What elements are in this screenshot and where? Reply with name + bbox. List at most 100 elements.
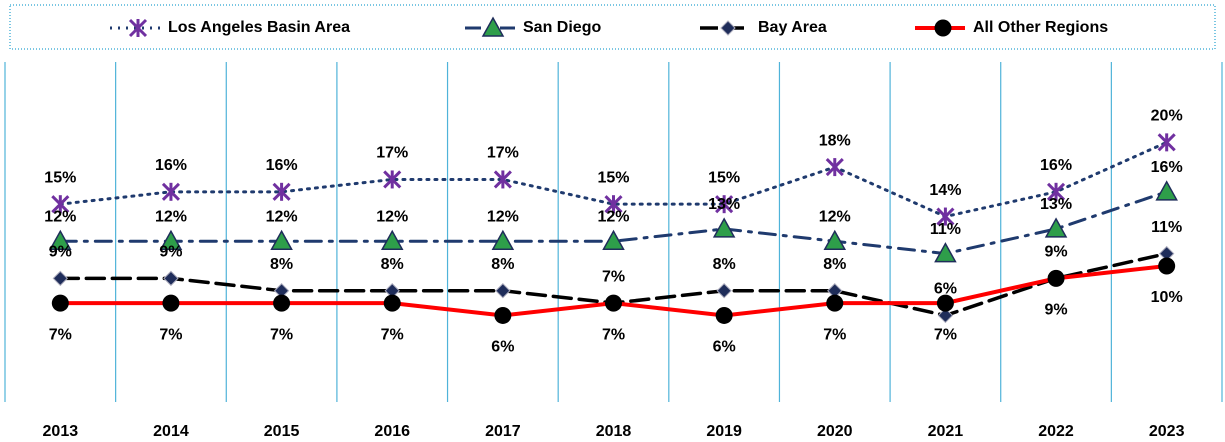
marker [163, 270, 179, 287]
marker [162, 294, 180, 312]
data-label: 8% [713, 256, 736, 273]
marker [128, 18, 148, 38]
marker [159, 229, 183, 251]
marker [161, 182, 181, 201]
x-tick-label: 2013 [43, 423, 79, 440]
marker [383, 294, 401, 312]
marker [826, 294, 844, 312]
marker [383, 170, 402, 189]
marker [49, 229, 72, 251]
data-label: 15% [44, 169, 76, 186]
legend-label: Bay Area [758, 19, 827, 36]
data-label: 7% [381, 326, 404, 343]
data-label: 10% [1151, 289, 1183, 306]
data-label: 13% [1040, 196, 1072, 213]
marker [715, 195, 734, 214]
x-tick-label: 2016 [374, 423, 410, 440]
marker [934, 19, 952, 37]
marker [491, 229, 515, 251]
data-label: 9% [1044, 244, 1067, 261]
x-tick-label: 2019 [706, 423, 742, 440]
x-tick-label: 2018 [596, 423, 632, 440]
data-label: 7% [602, 326, 625, 343]
data-label: 16% [1151, 159, 1183, 176]
data-label: 12% [155, 208, 187, 225]
data-label: 7% [823, 326, 846, 343]
data-label: 9% [1044, 302, 1067, 319]
data-label: 15% [708, 169, 740, 186]
data-label: 12% [376, 208, 408, 225]
data-label: 7% [270, 326, 293, 343]
marker [823, 229, 847, 251]
data-label: 20% [1151, 108, 1183, 125]
data-label: 11% [930, 221, 961, 238]
marker [825, 158, 844, 177]
legend-label: San Diego [523, 19, 601, 36]
data-label: 7% [49, 326, 72, 343]
data-label: 8% [270, 256, 293, 273]
marker [937, 307, 954, 324]
data-label: 6% [491, 339, 514, 356]
data-label: 6% [934, 281, 957, 298]
marker [602, 229, 625, 251]
legend-label: All Other Regions [973, 19, 1108, 36]
marker [52, 270, 69, 287]
data-label: 7% [159, 326, 182, 343]
data-label: 16% [1040, 157, 1072, 174]
marker [380, 229, 404, 251]
data-label: 18% [819, 132, 851, 149]
marker [715, 306, 733, 324]
marker [51, 294, 69, 312]
legend-label: Los Angeles Basin Area [168, 19, 350, 36]
data-label: 6% [713, 339, 736, 356]
marker [936, 294, 954, 312]
marker [495, 283, 511, 299]
marker [1044, 217, 1068, 238]
x-tick-label: 2017 [485, 423, 521, 440]
marker [712, 217, 736, 238]
data-label: 8% [823, 256, 846, 273]
marker [1047, 269, 1065, 287]
marker [481, 16, 505, 37]
x-tick-label: 2023 [1149, 423, 1185, 440]
marker [493, 170, 512, 189]
marker [1158, 257, 1176, 275]
marker [604, 195, 623, 214]
data-label: 15% [597, 169, 629, 186]
data-label: 16% [266, 157, 298, 174]
data-label: 7% [934, 326, 957, 343]
marker [605, 294, 622, 312]
marker [273, 294, 291, 312]
marker [1155, 180, 1178, 201]
data-label: 14% [929, 182, 961, 199]
data-label: 8% [381, 256, 404, 273]
data-label: 8% [491, 256, 514, 273]
data-label: 12% [266, 208, 298, 225]
x-tick-label: 2014 [153, 423, 189, 440]
marker [51, 195, 70, 214]
data-label: 16% [155, 157, 187, 174]
marker [716, 283, 732, 299]
marker [936, 207, 955, 226]
data-label: 12% [597, 208, 629, 225]
data-label: 12% [819, 208, 851, 225]
data-label: 17% [376, 145, 408, 162]
data-label: 11% [1151, 219, 1182, 236]
data-label: 13% [708, 196, 740, 213]
series-line [58, 140, 1169, 219]
marker [272, 182, 291, 201]
data-label: 7% [602, 268, 625, 285]
x-tick-label: 2021 [928, 423, 964, 440]
x-tick-label: 2020 [817, 423, 853, 440]
data-label: 12% [44, 208, 76, 225]
data-label: 9% [159, 244, 182, 261]
marker [494, 306, 512, 324]
marker [1046, 182, 1066, 201]
data-label: 9% [49, 244, 72, 261]
marker [934, 242, 957, 263]
x-tick-label: 2022 [1038, 423, 1074, 440]
x-tick-label: 2015 [264, 423, 300, 440]
marker [1157, 133, 1176, 152]
legend-box [9, 4, 1216, 50]
